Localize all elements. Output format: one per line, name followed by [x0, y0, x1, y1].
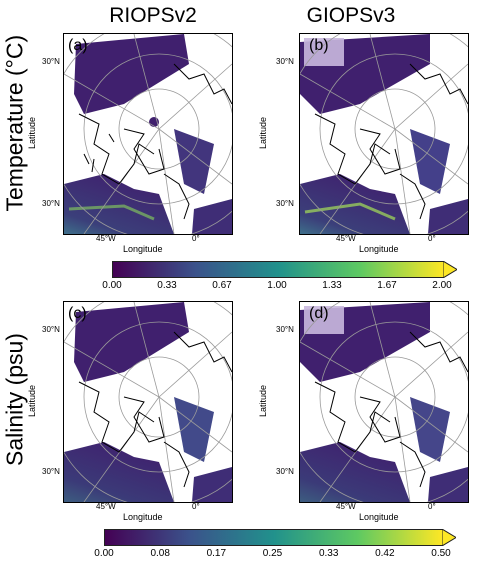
- ocean-atlantic: [64, 174, 174, 234]
- xlabel-d: Longitude: [359, 512, 399, 522]
- map-svg-b: [300, 34, 468, 234]
- ylabel-d: Latitude: [258, 384, 269, 418]
- row-title-salinity: Salinity (psu): [1, 333, 28, 466]
- cb-s-tick: 0.33: [318, 548, 339, 559]
- xlabel-a: Longitude: [123, 244, 163, 254]
- lat-tick-b-top: 30°N: [276, 57, 294, 66]
- label-box-d: [304, 306, 344, 334]
- panel-label-d: (d): [309, 305, 329, 322]
- lon-tick-b-0: 0°: [428, 234, 436, 243]
- colorbar-salinity: [104, 529, 443, 546]
- panel-label-a: (a): [68, 37, 88, 54]
- ocean-east: [174, 129, 214, 194]
- map-panel-c: [63, 301, 233, 503]
- cb-t-tick: 0.33: [157, 280, 177, 291]
- cb-t-tick: 1.67: [377, 280, 397, 291]
- lat-tick-b-bottom: 30°N: [276, 199, 294, 208]
- cb-s-tick: 0.42: [375, 548, 395, 559]
- ocean-southeast: [192, 199, 232, 234]
- cb-s-tick: 0.00: [94, 548, 114, 559]
- cb-s-tick: 0.25: [262, 548, 283, 559]
- colorbar-temperature: [112, 261, 444, 278]
- column-title-giopsv3: GIOPSv3: [306, 4, 396, 27]
- lat-tick-d-bottom: 30°N: [276, 467, 294, 476]
- map-panel-d: [299, 301, 469, 503]
- ylabel-a: Latitude: [27, 116, 38, 150]
- row-title-temperature: Temperature (°C): [1, 34, 28, 212]
- lon-tick-d-45w: 45°W: [336, 502, 356, 511]
- panel-label-b: (b): [309, 37, 329, 54]
- cb-t-tick: 2.00: [432, 280, 452, 291]
- ylabel-b: Latitude: [258, 116, 269, 150]
- xlabel-c: Longitude: [123, 512, 163, 522]
- cb-s-tick: 0.17: [206, 548, 227, 559]
- map-panel-a: [63, 33, 233, 235]
- graticule-a: [64, 34, 232, 234]
- lat-tick-c-bottom: 30°N: [42, 467, 60, 476]
- lat-tick-d-top: 30°N: [276, 325, 294, 334]
- cb-s-tick: 0.08: [150, 548, 170, 559]
- map-svg-d: [300, 302, 468, 502]
- map-svg-a: [64, 34, 232, 234]
- cb-t-tick: 0.00: [102, 280, 122, 291]
- lon-tick-c-45w: 45°W: [96, 502, 116, 511]
- colorbar-temperature-extend-arrow: [443, 261, 457, 278]
- lat-tick-a-top: 30°N: [42, 57, 60, 66]
- colorbar-salinity-extend-arrow: [442, 529, 456, 546]
- lon-tick-a-45w: 45°W: [96, 234, 116, 243]
- xlabel-b: Longitude: [359, 244, 399, 254]
- label-box-b: [304, 38, 344, 66]
- cb-t-tick: 1.33: [322, 280, 342, 291]
- cb-t-tick: 1.00: [267, 280, 287, 291]
- cb-s-tick: 0.50: [431, 548, 451, 559]
- lon-tick-c-0: 0°: [192, 502, 200, 511]
- lat-tick-c-top: 30°N: [42, 325, 60, 334]
- column-title-riopsv2: RIOPSv2: [109, 4, 197, 27]
- lon-tick-a-0: 0°: [192, 234, 200, 243]
- lon-tick-d-0: 0°: [428, 502, 436, 511]
- ylabel-c: Latitude: [27, 384, 38, 418]
- lat-tick-a-bottom: 30°N: [42, 199, 60, 208]
- cb-t-tick: 0.67: [212, 280, 232, 291]
- map-svg-c: [64, 302, 232, 502]
- panel-label-c: (c): [68, 305, 87, 322]
- coastline-a: [78, 63, 232, 220]
- lon-tick-b-45w: 45°W: [336, 234, 356, 243]
- map-panel-b: [299, 33, 469, 235]
- ocean-north: [74, 34, 189, 114]
